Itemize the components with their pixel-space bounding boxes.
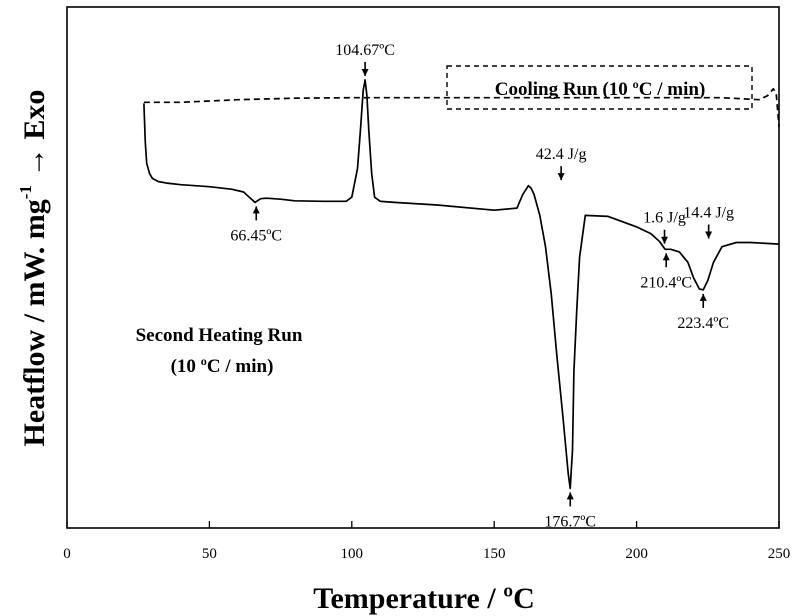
x-axis-title: Temperature / ºC [313, 582, 535, 615]
cooling-legend-box [446, 65, 753, 110]
y-axis-title-suffix: → Exo [18, 90, 51, 178]
cooling-run-series-line [143, 87, 780, 127]
cooling-legend-label: Cooling Run (10 ºC / min) [495, 79, 706, 100]
heating-run-series-line [143, 79, 780, 490]
x-axis-ticks: 0 50 100 150 200 250 [63, 521, 790, 562]
peak-annotation: 14.4 J/g [683, 204, 734, 239]
annotation-label: 223.4ºC [677, 315, 729, 332]
heating-legend-label-line2: (10 ºC / min) [171, 356, 274, 377]
series-layer [143, 79, 780, 490]
peak-annotation: 42.4 J/g [536, 146, 587, 181]
x-tick-label: 50 [202, 546, 217, 562]
annotation-label: 42.4 J/g [536, 146, 587, 163]
annotation-arrow-head [699, 293, 707, 301]
peak-annotation: 223.4ºC [677, 293, 729, 332]
plot-frame [66, 6, 780, 529]
annotation-arrow-head [566, 492, 574, 500]
peak-annotation: 210.4ºC [640, 253, 692, 291]
y-axis-title: Heatflow / mW. mg-1 → Exo [16, 90, 51, 447]
annotation-layer: 104.67ºC 66.45ºC 42.4 J/g 176.7ºC 1.6 J/g14.… [230, 42, 734, 530]
annotation-label: 1.6 J/g [643, 210, 686, 227]
peak-annotation: 176.7ºC [544, 492, 596, 530]
annotation-arrow-head [361, 68, 369, 76]
annotation-label: 66.45ºC [230, 227, 282, 244]
annotation-arrow-head [705, 231, 713, 239]
annotation-label: 14.4 J/g [683, 204, 734, 221]
x-tick-label: 0 [63, 546, 71, 562]
annotation-arrow-head [252, 206, 260, 214]
annotation-label: 176.7ºC [544, 513, 596, 530]
x-tick-label: 150 [483, 546, 506, 562]
x-tick-label: 250 [768, 546, 791, 562]
y-axis-title-main: Heatflow / mW. mg [18, 199, 51, 446]
annotation-arrow-head [661, 236, 669, 244]
annotation-arrow-head [662, 253, 670, 261]
peak-annotation: 1.6 J/g [643, 210, 686, 244]
svg-text:Heatflow / mW. mg-1→ Exo: Heatflow / mW. mg-1 → Exo [16, 90, 51, 447]
annotation-label: 104.67ºC [335, 42, 395, 59]
y-axis-title-superscript: -1 [16, 185, 35, 199]
x-tick-label: 100 [341, 546, 364, 562]
heating-legend-label-line1: Second Heating Run [136, 325, 303, 346]
x-tick-label: 200 [625, 546, 648, 562]
peak-annotation: 66.45ºC [230, 206, 282, 244]
annotation-arrow-head [557, 173, 565, 181]
annotation-label: 210.4ºC [640, 274, 692, 291]
peak-annotation: 104.67ºC [335, 42, 395, 76]
